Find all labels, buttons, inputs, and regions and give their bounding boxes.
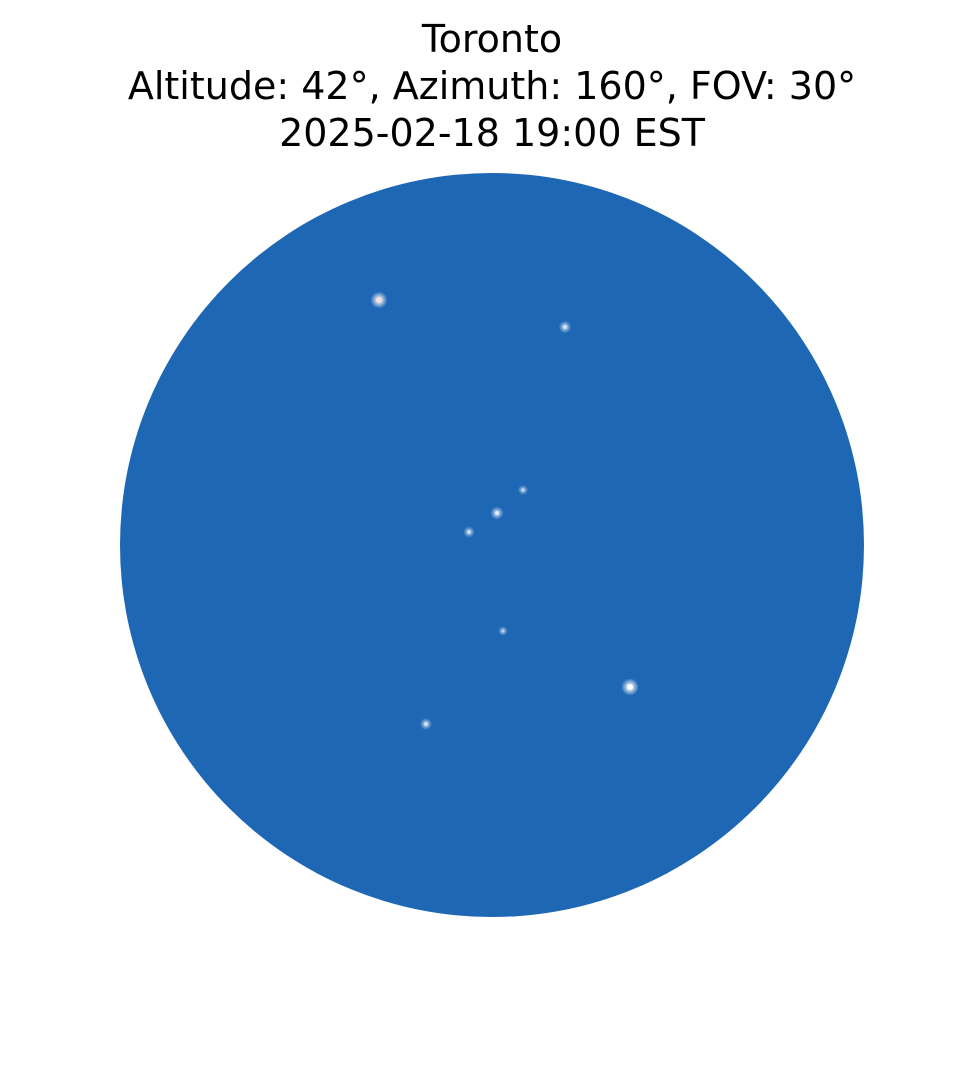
star xyxy=(626,683,634,691)
sky-disk xyxy=(120,173,864,917)
title-view-parameters: Altitude: 42°, Azimuth: 160°, FOV: 30° xyxy=(127,64,857,108)
title-datetime: 2025-02-18 19:00 EST xyxy=(279,111,705,155)
star xyxy=(562,324,568,330)
star xyxy=(521,488,525,492)
star xyxy=(501,629,505,633)
star-layer xyxy=(370,291,639,730)
star xyxy=(467,530,471,534)
chart-title: Toronto Altitude: 42°, Azimuth: 160°, FO… xyxy=(0,16,960,157)
star xyxy=(494,510,500,516)
star xyxy=(423,721,429,727)
title-location: Toronto xyxy=(421,17,563,61)
star xyxy=(376,297,382,303)
